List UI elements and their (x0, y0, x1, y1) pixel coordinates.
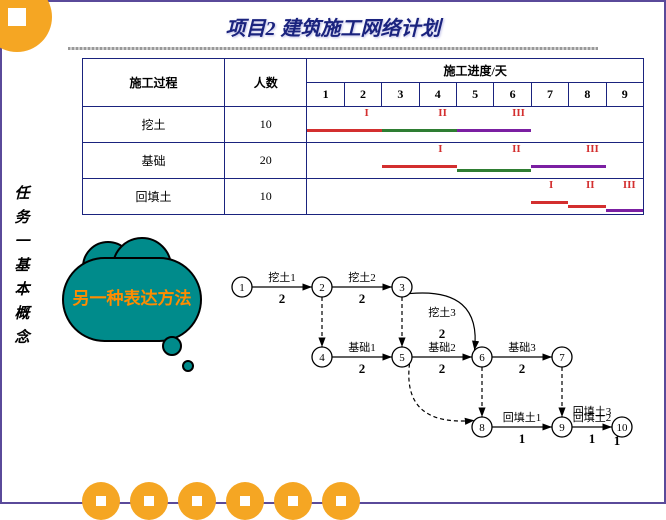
row-name: 基础 (83, 143, 225, 179)
svg-text:2: 2 (439, 326, 446, 341)
coin-icon (322, 482, 360, 520)
bar-label: III (512, 107, 525, 119)
page-title: 项目2 建筑施工网络计划 (2, 2, 664, 47)
svg-text:8: 8 (479, 422, 485, 434)
row-people: 10 (225, 107, 307, 143)
bar-label: II (438, 107, 447, 119)
coin-icon (130, 482, 168, 520)
svg-text:2: 2 (279, 291, 286, 306)
bottom-coins (82, 482, 360, 520)
day-header: 6 (494, 83, 531, 107)
svg-text:挖土2: 挖土2 (348, 270, 376, 284)
svg-text:2: 2 (319, 282, 325, 294)
col-process: 施工过程 (83, 59, 225, 107)
svg-text:挖土1: 挖土1 (268, 270, 296, 284)
day-header: 2 (344, 83, 381, 107)
row-people: 10 (225, 179, 307, 215)
row-people: 20 (225, 143, 307, 179)
svg-text:1: 1 (589, 431, 596, 446)
row-name: 挖土 (83, 107, 225, 143)
day-header: 1 (307, 83, 344, 107)
svg-text:10: 10 (617, 422, 629, 434)
day-header: 8 (569, 83, 606, 107)
col-people: 人数 (225, 59, 307, 107)
gantt-bar (382, 129, 457, 132)
gantt-bar (307, 129, 382, 132)
cloud-callout: 另一种表达方法 (62, 257, 202, 342)
svg-text:回填土1: 回填土1 (503, 410, 542, 424)
bar-label: II (512, 143, 521, 155)
svg-text:挖土3: 挖土3 (428, 305, 456, 319)
day-header: 9 (606, 83, 643, 107)
gantt-bar (457, 129, 532, 132)
day-header: 5 (456, 83, 493, 107)
schedule-table: 施工过程 人数 施工进度/天 123456789 挖土10IIIIII基础20I… (82, 58, 644, 215)
gantt-bar (382, 165, 457, 168)
svg-text:2: 2 (439, 361, 446, 376)
svg-text:2: 2 (359, 361, 366, 376)
bar-label: I (364, 107, 368, 119)
gantt-bar (568, 205, 605, 208)
title-underline (68, 47, 598, 50)
svg-text:1: 1 (239, 282, 245, 294)
svg-text:基础3: 基础3 (508, 341, 536, 354)
day-header: 4 (419, 83, 456, 107)
cloud-text: 另一种表达方法 (73, 288, 192, 310)
coin-icon (82, 482, 120, 520)
svg-text:9: 9 (559, 422, 565, 434)
svg-text:回填土3: 回填土3 (573, 404, 612, 418)
main-content: 施工过程 人数 施工进度/天 123456789 挖土10IIIIII基础20I… (82, 58, 644, 215)
coin-icon (226, 482, 264, 520)
bar-label: II (586, 179, 595, 191)
svg-text:基础1: 基础1 (348, 341, 376, 354)
svg-text:6: 6 (479, 352, 485, 364)
gantt-cell: IIIIII (307, 179, 644, 215)
day-header: 7 (531, 83, 568, 107)
row-name: 回填土 (83, 179, 225, 215)
bar-label: III (586, 143, 599, 155)
network-diagram: 挖土12挖土22挖土32基础12基础22基础32回填土11回填土21回填土311… (222, 257, 642, 447)
sidebar-label: 任务一 基本概念 (12, 182, 32, 350)
bar-label: III (623, 179, 636, 191)
svg-text:1: 1 (519, 431, 526, 446)
gantt-bar (606, 209, 643, 212)
svg-text:2: 2 (519, 361, 526, 376)
gantt-bar (531, 201, 568, 204)
gantt-cell: IIIIII (307, 143, 644, 179)
coin-icon (178, 482, 216, 520)
bar-label: I (549, 179, 553, 191)
coin-icon (274, 482, 312, 520)
svg-text:基础2: 基础2 (428, 341, 456, 354)
svg-text:4: 4 (319, 352, 325, 364)
svg-text:5: 5 (399, 352, 405, 364)
svg-text:2: 2 (359, 291, 366, 306)
gantt-cell: IIIIII (307, 107, 644, 143)
svg-text:3: 3 (399, 282, 405, 294)
gantt-bar (457, 169, 532, 172)
col-days-span: 施工进度/天 (307, 59, 644, 83)
gantt-bar (531, 165, 606, 168)
svg-text:7: 7 (559, 352, 565, 364)
day-header: 3 (382, 83, 419, 107)
bar-label: I (438, 143, 442, 155)
